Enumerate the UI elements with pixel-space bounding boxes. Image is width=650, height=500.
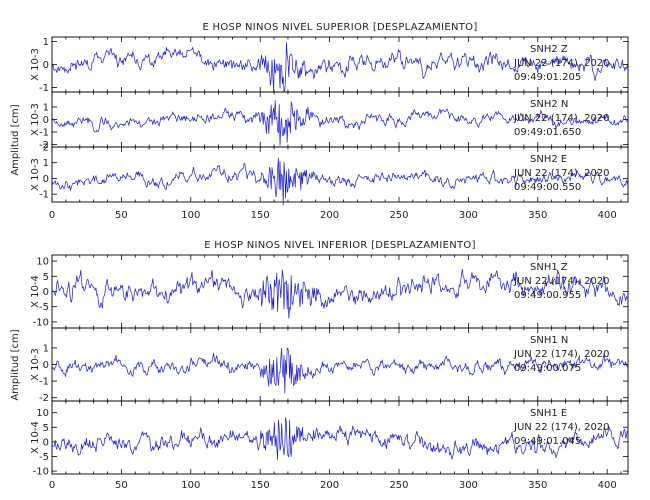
- time-label: 09:49:01.045: [514, 436, 581, 447]
- scale-label: X 10-4: [30, 421, 41, 454]
- panel-frame: [51, 146, 629, 203]
- y-tick-label: -1: [39, 377, 49, 388]
- scale-label: X 10-3: [30, 348, 41, 381]
- x-tick-label: 300: [459, 480, 478, 491]
- chart-title: E HOSP NINOS NIVEL INFERIOR [DESPLAZAMIE…: [204, 240, 476, 251]
- y-tick-label: -10: [33, 467, 49, 478]
- panel-snh2-n: -2-1 01X 10-3 SNH2 N JUN 22 (174), 2020 09:4…: [30, 91, 629, 151]
- waveform-trace: [51, 100, 629, 146]
- y-tick-label: 10: [36, 408, 49, 419]
- panel-snh2-e: -1 0 1 2X 10-3 SNH2 E JUN 22 (174), 2020 09:49…: [30, 143, 629, 206]
- y-tick-label: 5: [43, 272, 49, 283]
- x-tick-label: 0: [49, 210, 55, 221]
- y-axis-label: Amplitud [cm]: [10, 104, 21, 175]
- x-tick-label: 200: [320, 210, 339, 221]
- chart-title: E HOSP NINOS NIVEL SUPERIOR [DESPLAZAMIE…: [202, 22, 477, 33]
- chart-0: E HOSP NINOS NIVEL SUPERIOR [DESPLAZAMIE…: [10, 22, 629, 221]
- x-tick-label: 150: [251, 210, 270, 221]
- x-tick-label: 300: [459, 210, 478, 221]
- y-tick-label: -5: [39, 302, 49, 313]
- waveform-trace: [51, 157, 629, 206]
- date-label: JUN 22 (174), 2020: [513, 113, 610, 124]
- date-label: JUN 22 (174), 2020: [513, 349, 610, 360]
- date-label: JUN 22 (174), 2020: [513, 168, 610, 179]
- y-tick-label: 0: [43, 60, 49, 71]
- scale-label: X 10-3: [30, 103, 41, 136]
- x-tick-label: 400: [598, 210, 617, 221]
- y-tick-label: 0: [43, 174, 49, 185]
- x-tick-label: 100: [181, 480, 200, 491]
- y-tick-label: 0: [43, 360, 49, 371]
- waveform-trace: [51, 417, 629, 461]
- x-tick-label: 0: [49, 480, 55, 491]
- y-tick-label: -2: [39, 140, 49, 151]
- panel-snh1-e: -10 -5 0 5 10 X 10-4 SNH1 E JUN 22 (174), 2020 0…: [30, 400, 629, 478]
- date-label: JUN 22 (174), 2020: [513, 58, 610, 69]
- scale-label: X 10-4: [30, 275, 41, 308]
- panel-frame: [51, 400, 629, 475]
- station-label: SNH2 E: [530, 154, 567, 165]
- time-label: 09:49:00.955: [514, 290, 581, 301]
- date-label: JUN 22 (174), 2020: [513, 276, 610, 287]
- y-tick-label: 1: [43, 103, 49, 114]
- y-tick-label: 5: [43, 423, 49, 434]
- y-tick-label: 10: [36, 257, 49, 268]
- date-label: JUN 22 (174), 2020: [513, 422, 610, 433]
- y-tick-label: 0: [43, 437, 49, 448]
- station-label: SNH2 Z: [530, 44, 568, 55]
- y-tick-label: 1: [43, 37, 49, 48]
- station-label: SNH1 E: [530, 408, 567, 419]
- chart-1: E HOSP NINOS NIVEL INFERIOR [DESPLAZAMIE…: [10, 240, 629, 491]
- time-label: 09:49:00.075: [514, 363, 581, 374]
- panel-snh1-z: -10 -5 0 5 10 X 10-4 SNH1 Z JUN 22 (174), 2020 0…: [30, 254, 629, 329]
- y-tick-label: 1: [43, 158, 49, 169]
- x-tick-label: 150: [251, 480, 270, 491]
- y-tick-label: -1: [39, 128, 49, 139]
- x-tick-label: 350: [528, 480, 547, 491]
- y-tick-label: -10: [33, 317, 49, 328]
- y-axis-label: Amplitud [cm]: [10, 329, 21, 400]
- waveform-trace: [51, 42, 629, 93]
- station-label: SNH1 Z: [530, 262, 568, 273]
- scale-label: X 10-3: [30, 158, 41, 191]
- y-tick-label: -1: [39, 83, 49, 94]
- time-label: 09:49:00.550: [514, 182, 581, 193]
- x-tick-label: 50: [115, 210, 128, 221]
- x-tick-label: 250: [389, 480, 408, 491]
- y-tick-label: 0: [43, 287, 49, 298]
- waveform-trace: [51, 347, 629, 394]
- waveform-trace: [51, 269, 629, 319]
- y-tick-label: -1: [39, 190, 49, 201]
- y-tick-label: 0: [43, 115, 49, 126]
- time-label: 09:49:01.205: [514, 72, 581, 83]
- station-label: SNH2 N: [530, 99, 568, 110]
- x-tick-label: 50: [115, 480, 128, 491]
- scale-label: X 10-3: [30, 48, 41, 81]
- y-tick-label: -2: [39, 393, 49, 404]
- y-tick-label: -5: [39, 452, 49, 463]
- station-label: SNH1 N: [530, 335, 568, 346]
- panel-snh2-z: -1 0 1X 10-3 SNH2 Z JUN 22 (174), 2020 09:49:…: [30, 36, 629, 94]
- x-tick-label: 350: [528, 210, 547, 221]
- x-tick-label: 100: [181, 210, 200, 221]
- time-label: 09:49:01.650: [514, 127, 581, 138]
- y-tick-label: 1: [43, 343, 49, 354]
- y-tick-label: 2: [43, 143, 49, 154]
- x-tick-label: 250: [389, 210, 408, 221]
- x-tick-label: 400: [598, 480, 617, 491]
- x-tick-label: 200: [320, 480, 339, 491]
- panel-snh1-n: -2 -1 0 1X 10-3 SNH1 N JUN 22 (174), 2020 09:4…: [30, 327, 629, 404]
